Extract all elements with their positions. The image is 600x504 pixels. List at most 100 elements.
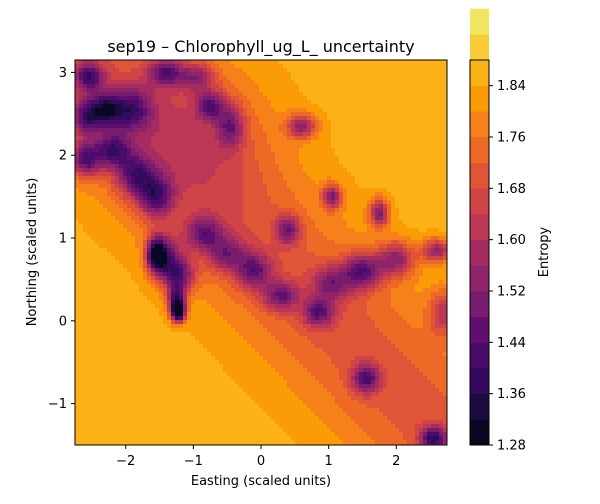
contour-cell <box>135 172 140 177</box>
contour-cell <box>379 108 384 113</box>
contour-cell <box>163 264 168 269</box>
contour-cell <box>411 184 416 189</box>
contour-cell <box>395 256 400 261</box>
contour-cell <box>223 152 228 157</box>
contour-cell <box>395 76 400 81</box>
contour-cell <box>171 272 176 277</box>
contour-cell <box>95 88 100 93</box>
contour-cell <box>423 76 428 81</box>
contour-cell <box>79 84 84 89</box>
contour-cell <box>359 216 364 221</box>
contour-cell <box>287 68 292 73</box>
contour-cell <box>391 204 396 209</box>
contour-cell <box>99 124 104 129</box>
contour-cell <box>167 188 172 193</box>
contour-cell <box>367 104 372 109</box>
contour-cell <box>239 248 244 253</box>
contour-cell <box>407 212 412 217</box>
contour-cell <box>135 240 140 245</box>
contour-cell <box>343 160 348 165</box>
contour-cell <box>323 240 328 245</box>
contour-cell <box>303 152 308 157</box>
contour-cell <box>431 68 436 73</box>
contour-cell <box>139 244 144 249</box>
contour-cell <box>219 148 224 153</box>
contour-cell <box>431 124 436 129</box>
contour-cell <box>415 144 420 149</box>
contour-cell <box>235 224 240 229</box>
contour-cell <box>307 64 312 69</box>
contour-cell <box>219 212 224 217</box>
contour-cell <box>103 72 108 77</box>
contour-cell <box>287 240 292 245</box>
contour-cell <box>411 192 416 197</box>
contour-cell <box>371 92 376 97</box>
contour-cell <box>211 108 216 113</box>
contour-cell <box>379 196 384 201</box>
contour-cell <box>259 112 264 117</box>
contour-cell <box>99 120 104 125</box>
contour-cell <box>391 256 396 261</box>
contour-cell <box>319 88 324 93</box>
contour-cell <box>439 64 444 69</box>
contour-cell <box>343 104 348 109</box>
contour-cell <box>419 92 424 97</box>
contour-cell <box>323 252 328 257</box>
contour-cell <box>131 96 136 101</box>
contour-cell <box>239 156 244 161</box>
contour-cell <box>427 192 432 197</box>
contour-cell <box>275 204 280 209</box>
contour-cell <box>203 188 208 193</box>
contour-cell <box>371 268 376 273</box>
contour-cell <box>327 228 332 233</box>
contour-cell <box>435 144 440 149</box>
contour-cell <box>331 184 336 189</box>
contour-cell <box>283 228 288 233</box>
contour-cell <box>283 236 288 241</box>
contour-cell <box>267 172 272 177</box>
contour-cell <box>399 248 404 253</box>
contour-cell <box>111 252 116 257</box>
contour-cell <box>323 172 328 177</box>
contour-cell <box>159 272 164 277</box>
contour-cell <box>91 260 96 265</box>
contour-cell <box>103 92 108 97</box>
contour-cell <box>323 144 328 149</box>
contour-cell <box>103 132 108 137</box>
contour-cell <box>191 120 196 125</box>
contour-cell <box>379 220 384 225</box>
contour-cell <box>375 208 380 213</box>
contour-cell <box>423 104 428 109</box>
contour-cell <box>327 144 332 149</box>
contour-cell <box>379 268 384 273</box>
contour-cell <box>323 260 328 265</box>
contour-cell <box>211 116 216 121</box>
contour-cell <box>343 156 348 161</box>
contour-cell <box>199 204 204 209</box>
contour-cell <box>283 92 288 97</box>
contour-cell <box>403 152 408 157</box>
contour-cell <box>103 148 108 153</box>
contour-cell <box>243 152 248 157</box>
contour-cell <box>83 188 88 193</box>
contour-cell <box>263 184 268 189</box>
contour-field <box>75 60 448 446</box>
contour-cell <box>351 108 356 113</box>
contour-cell <box>155 152 160 157</box>
contour-cell <box>363 124 368 129</box>
contour-cell <box>323 212 328 217</box>
contour-cell <box>327 148 332 153</box>
contour-cell <box>255 168 260 173</box>
contour-cell <box>203 64 208 69</box>
contour-cell <box>211 76 216 81</box>
contour-cell <box>291 92 296 97</box>
contour-cell <box>135 104 140 109</box>
contour-cell <box>419 252 424 257</box>
contour-cell <box>147 68 152 73</box>
contour-cell <box>155 188 160 193</box>
contour-cell <box>195 216 200 221</box>
contour-cell <box>339 76 344 81</box>
contour-cell <box>275 164 280 169</box>
contour-cell <box>379 124 384 129</box>
contour-cell <box>319 248 324 253</box>
